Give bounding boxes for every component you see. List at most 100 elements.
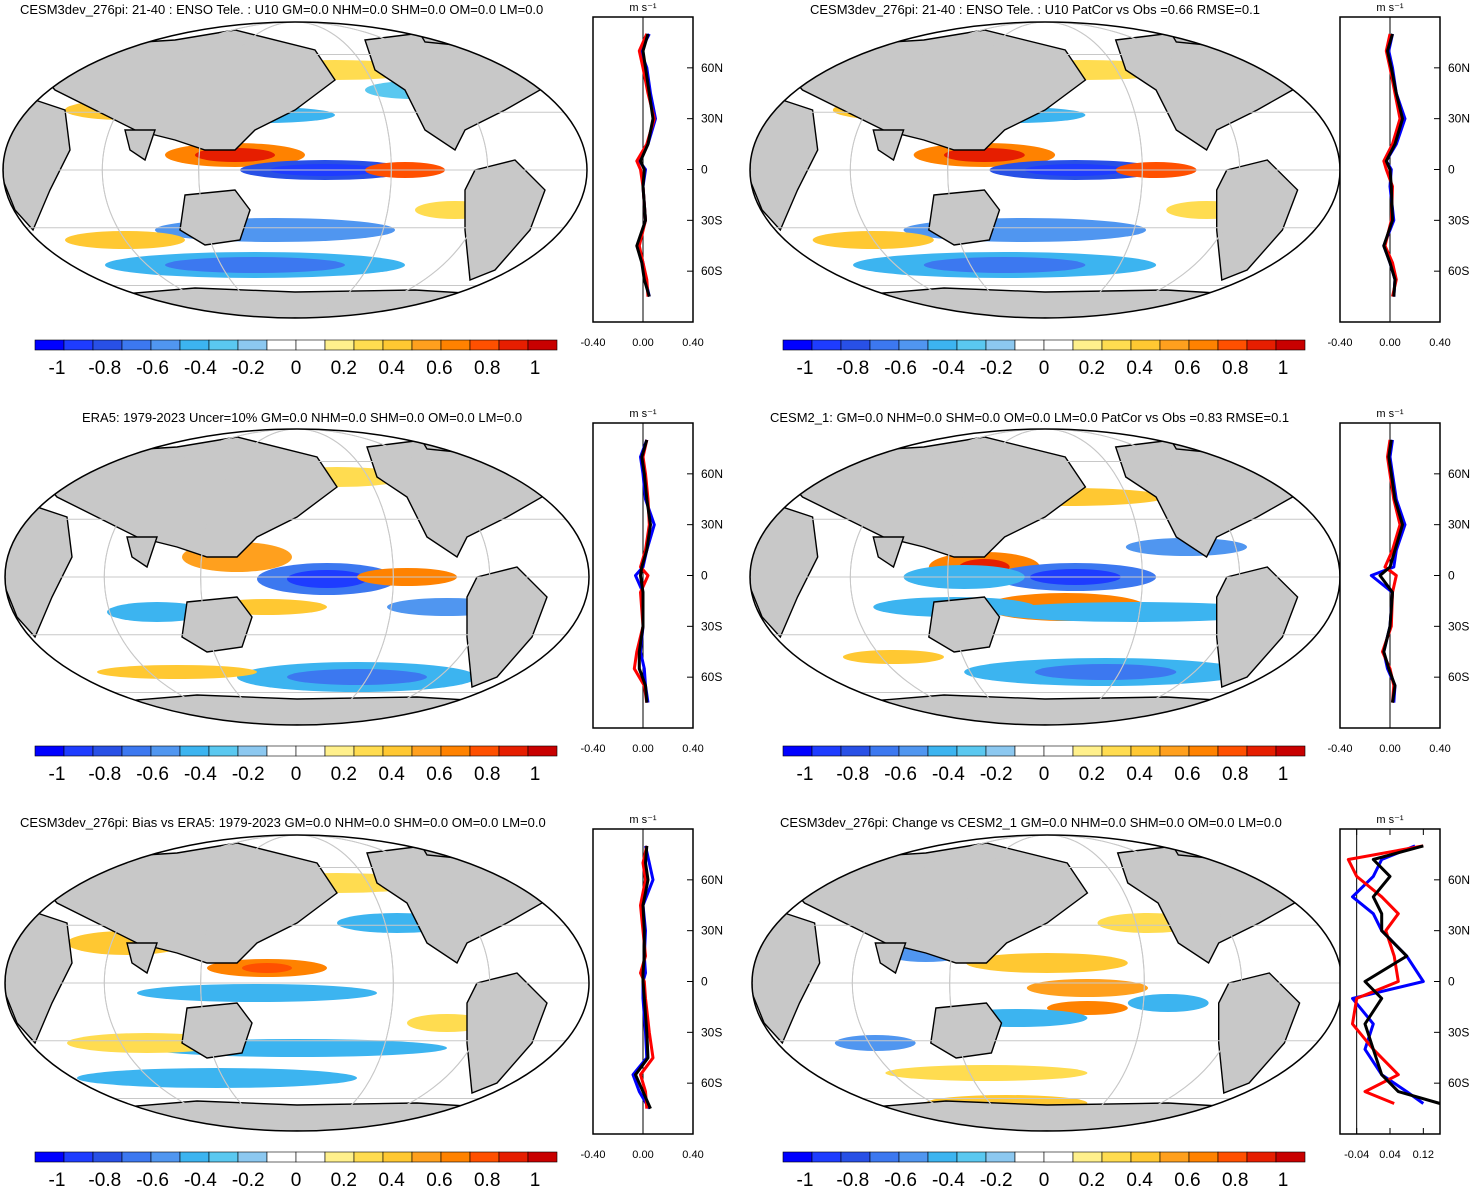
lat-label: 60S (1448, 670, 1469, 684)
lat-label: 30S (701, 619, 722, 633)
colorbar-label: -0.6 (136, 764, 169, 785)
colorbar-swatch (92, 339, 123, 351)
zonal-profile: 60N 30N 0 30S 60S -0.40 0.00 0.40 m s⁻¹ (580, 814, 723, 1161)
colorbar-label: -0.4 (932, 358, 965, 379)
colorbar-swatch (34, 1151, 65, 1163)
colorbar-label: 0.8 (1222, 764, 1248, 785)
colorbar-swatch (1188, 745, 1219, 757)
profile-unit: m s⁻¹ (629, 814, 657, 826)
colorbar-label: 0.6 (426, 358, 452, 379)
colorbar-swatch (469, 1151, 500, 1163)
profile-x-label: 0.40 (682, 1149, 703, 1161)
meridian-line (198, 22, 392, 318)
profile-series-black (1363, 844, 1441, 1105)
continent (124, 129, 156, 162)
lat-label: 60S (1448, 264, 1469, 278)
map-content (5, 429, 589, 725)
map-content (750, 429, 1340, 725)
lat-label: 30N (1448, 924, 1470, 938)
colorbar-label: -0.2 (980, 1170, 1013, 1187)
colorbar-label: 0 (291, 764, 302, 785)
anomaly-patch (165, 257, 345, 273)
meridian-line (949, 835, 1145, 1131)
colorbar-swatch (1014, 339, 1045, 351)
colorbar-swatch (1159, 339, 1190, 351)
map-content (752, 835, 1342, 1131)
lat-label: 30S (701, 213, 722, 227)
colorbar-swatch (840, 1151, 871, 1163)
colorbar-swatch (840, 745, 871, 757)
map-content (750, 22, 1340, 318)
colorbar-swatch (869, 745, 900, 757)
colorbar-swatch (237, 745, 268, 757)
colorbar-label: -1 (49, 358, 66, 379)
map-border (4, 428, 590, 726)
colorbar-label: 0.4 (1126, 1170, 1153, 1187)
profile-x-label: 0.04 (1379, 1149, 1400, 1161)
profile-x-label: 0.40 (682, 743, 703, 755)
zonal-profile: 60N 30N 0 30S 60S -0.40 0.00 0.40 m s⁻¹ (580, 2, 723, 349)
anomaly-patch (1047, 1001, 1128, 1015)
colorbar-swatch (353, 1151, 384, 1163)
colorbar-label: 0.2 (331, 764, 357, 785)
colorbar-swatch (324, 745, 355, 757)
lat-label: 60S (701, 1076, 722, 1090)
lat-label: 30N (701, 112, 723, 126)
continent (928, 596, 1001, 653)
colorbar-swatch (1159, 1151, 1190, 1163)
meridian-line (200, 835, 394, 1131)
anomaly-patch (834, 1035, 916, 1051)
map-content (3, 22, 587, 318)
anomaly-patch (1127, 994, 1209, 1012)
anomaly-patch (195, 148, 275, 162)
profile-x-label: -0.40 (580, 337, 605, 349)
colorbar-label: 1 (1278, 358, 1289, 379)
colorbar-swatch (898, 1151, 929, 1163)
continent (76, 1100, 518, 1131)
colorbar-label: 0.4 (1126, 764, 1153, 785)
colorbar-swatch (1246, 745, 1277, 757)
colorbar-swatch (266, 1151, 297, 1163)
continent (822, 287, 1268, 318)
colorbar-label: 0.4 (1126, 358, 1153, 379)
colorbar-label: -0.6 (884, 358, 917, 379)
colorbar-swatch (150, 745, 181, 757)
profile-x-label: 0.40 (682, 337, 703, 349)
colorbar: -1 -0.8 -0.6 -0.4 -0.2 0 0.2 0.4 0.6 0.8 1 (34, 339, 558, 379)
colorbar-swatch (121, 339, 152, 351)
colorbar-swatch (898, 745, 929, 757)
continent (872, 129, 905, 162)
colorbar-label: -0.2 (232, 764, 265, 785)
colorbar-swatch (1072, 339, 1103, 351)
colorbar-swatch (782, 745, 813, 757)
colorbar-swatch (382, 1151, 413, 1163)
continent (872, 536, 905, 569)
panel-title-3: ERA5: 1979-2023 Uncer=10% GM=0.0 NHM=0.0… (82, 410, 523, 425)
colorbar-swatch (1072, 1151, 1103, 1163)
anomaly-patch (77, 1068, 357, 1088)
map-panel (751, 834, 1343, 1132)
colorbar-label: 1 (1278, 1170, 1289, 1187)
colorbar-swatch (295, 1151, 326, 1163)
colorbar-label: -0.2 (980, 764, 1013, 785)
colorbar-swatch (353, 745, 384, 757)
meridian-line (849, 22, 1241, 318)
lat-label: 60N (701, 873, 723, 887)
anomaly-patch (923, 257, 1086, 273)
colorbar-label: -0.2 (232, 1170, 265, 1187)
colorbar-label: 0.2 (331, 1170, 357, 1187)
profile-x-label: -0.40 (580, 743, 605, 755)
colorbar-swatch (324, 339, 355, 351)
colorbar-label: 0.4 (378, 1170, 405, 1187)
lat-label: 60N (1448, 873, 1470, 887)
colorbar-swatch (498, 339, 529, 351)
lat-label: 60N (701, 61, 723, 75)
colorbar-swatch (150, 339, 181, 351)
lat-label: 30S (1448, 213, 1469, 227)
colorbar-swatch (237, 339, 268, 351)
colorbar-label: 0.8 (474, 1170, 500, 1187)
colorbar-label: 0 (1039, 764, 1050, 785)
lat-label: 0 (1448, 569, 1455, 583)
colorbar-swatch (63, 339, 94, 351)
colorbar-swatch (956, 1151, 987, 1163)
